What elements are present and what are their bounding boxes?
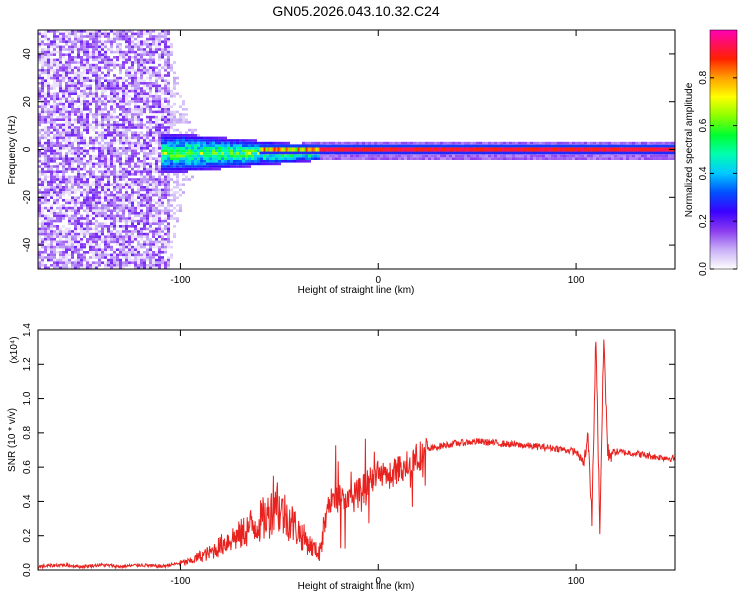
- colorbar-ticks: 0.0 0.2 0.4 0.6 0.8: [698, 70, 737, 276]
- heatmap-y-tick-label: 0: [22, 146, 33, 152]
- snr-y-tick-label: 1.4: [22, 323, 33, 337]
- snr-x-label: Height of straight line (km): [298, 581, 415, 592]
- snr-y-multiplier: (x10⁴): [9, 336, 20, 363]
- snr-y-tick-label: 0.6: [22, 460, 33, 474]
- heatmap-y-tick-label: 20: [22, 96, 33, 108]
- heatmap-plot-area: [38, 30, 675, 269]
- figure-title: GN05.2026.043.10.32.C24: [272, 3, 440, 19]
- colorbar-tick-label: 0.4: [698, 166, 709, 180]
- snr-x-tick-label: -100: [170, 576, 190, 587]
- colorbar-tick-label: 0.0: [698, 262, 709, 276]
- snr-y-tick-label: 0.0: [22, 563, 33, 577]
- snr-x-tick-label: 100: [568, 576, 585, 587]
- snr-y-tick-label: 1.0: [22, 391, 33, 405]
- heatmap-y-tick-label: -20: [22, 190, 33, 205]
- snr-y-tick-label: 0.8: [22, 425, 33, 439]
- colorbar-tick-label: 0.8: [698, 70, 709, 84]
- snr-y-label: SNR (10 * v/v): [7, 408, 18, 472]
- heatmap-x-tick-label: 100: [568, 275, 585, 286]
- snr-y-tick-label: 0.4: [22, 494, 33, 508]
- heatmap-y-tick-label: 40: [22, 48, 33, 60]
- colorbar: [709, 29, 738, 270]
- heatmap-x-tick-label: -100: [170, 275, 190, 286]
- snr-frame: [37, 329, 676, 571]
- snr-plot-area: [38, 339, 675, 570]
- snr-y-tick-label: 0.2: [22, 528, 33, 542]
- heatmap-x-ticks: -100 0 100: [170, 30, 585, 286]
- heatmap-y-tick-label: -40: [22, 237, 33, 252]
- heatmap-x-label: Height of straight line (km): [298, 285, 415, 296]
- heatmap-x-tick-label: 0: [375, 275, 381, 286]
- colorbar-tick-label: 0.2: [698, 214, 709, 228]
- snr-y-ticks: 0.0 0.2 0.4 0.6 0.8 1.0 1.2 1.4: [22, 323, 675, 577]
- heatmap-y-label: Frequency (Hz): [7, 116, 18, 185]
- colorbar-label: Normalized spectral amplitude: [684, 82, 695, 217]
- snr-series-line: [38, 339, 675, 570]
- snr-x-ticks: -100 0 100: [170, 330, 585, 587]
- heatmap-y-ticks: -40 -20 0 20 40: [22, 48, 675, 252]
- colorbar-tick-label: 0.6: [698, 118, 709, 132]
- snr-y-tick-label: 1.2: [22, 357, 33, 371]
- snr-x-tick-label: 0: [375, 576, 381, 587]
